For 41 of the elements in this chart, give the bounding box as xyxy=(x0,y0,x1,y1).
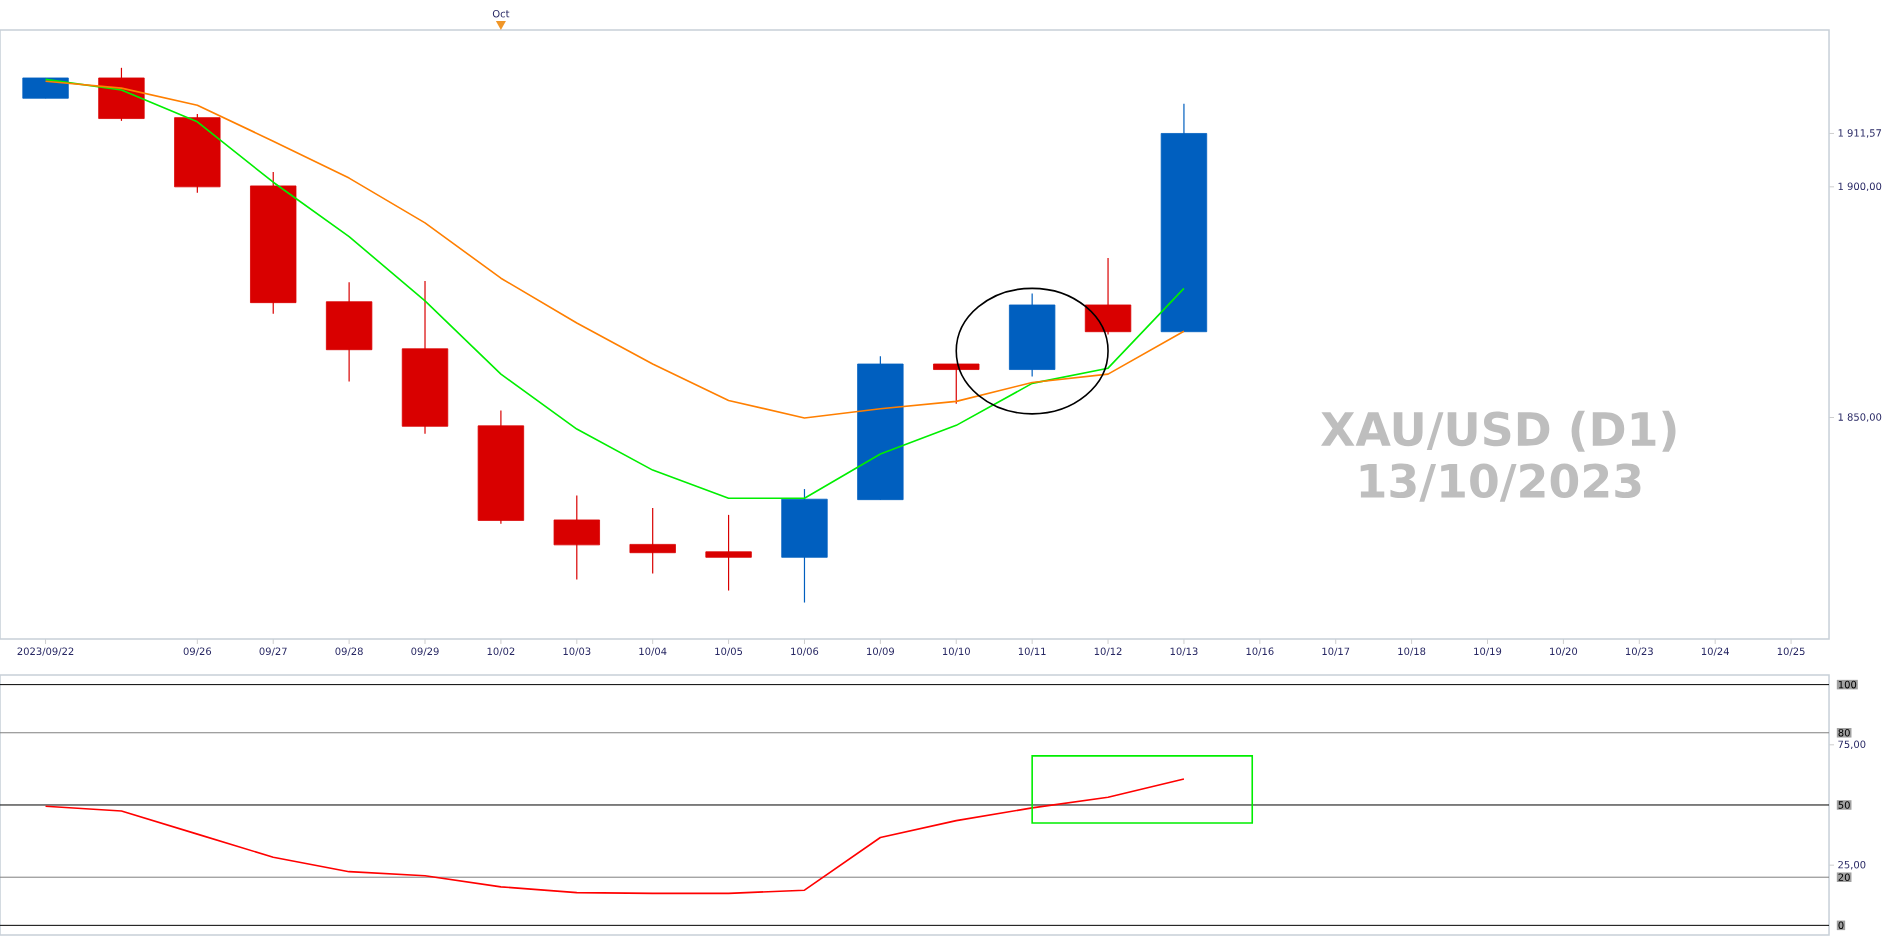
y-tick-label: 75,00 xyxy=(1838,740,1866,750)
ref-line-label: 100 xyxy=(1838,680,1857,689)
ref-line-label: 50 xyxy=(1838,801,1850,809)
x-tick-label: 10/05 xyxy=(715,647,743,656)
x-tick-label: 09/28 xyxy=(335,647,363,656)
x-tick-label: 10/25 xyxy=(1777,647,1805,656)
x-tick-label: 10/20 xyxy=(1550,647,1578,656)
x-tick-label: 09/27 xyxy=(259,647,287,656)
x-tick-label: 2023/09/22 xyxy=(17,647,74,656)
x-tick-label: 10/18 xyxy=(1398,647,1426,656)
line-series xyxy=(44,80,1185,419)
y-tick-label: 25,00 xyxy=(1838,860,1866,870)
x-tick-label: 10/09 xyxy=(867,647,895,656)
x-tick-label: 10/13 xyxy=(1170,647,1198,656)
ref-line-label: 20 xyxy=(1838,873,1850,881)
candlestick xyxy=(705,514,752,592)
x-tick-label: 10/17 xyxy=(1322,647,1350,656)
text: Oct xyxy=(492,9,510,18)
x-tick-label: 10/19 xyxy=(1474,647,1502,656)
x-tick-label: 10/10 xyxy=(943,647,970,656)
ref-line-label: 0 xyxy=(1838,921,1844,930)
x-tick-label: 10/03 xyxy=(563,647,591,656)
text: 13/10/2023 xyxy=(1360,463,1641,502)
x-tick-label: 10/04 xyxy=(639,647,667,656)
x-tick-label: 10/23 xyxy=(1626,647,1653,656)
x-tick-label: 09/29 xyxy=(411,647,439,656)
ref-line-label: 80 xyxy=(1838,728,1850,737)
y-tick-label: 1 911,57 xyxy=(1838,129,1882,138)
x-tick-label: 10/02 xyxy=(487,647,515,656)
text: XAU/USD (D1) xyxy=(1321,410,1676,452)
line-series xyxy=(44,778,1185,895)
line-series xyxy=(44,78,1185,500)
y-tick-label: 1 850,00 xyxy=(1838,413,1882,422)
x-tick-label: 10/11 xyxy=(1018,647,1046,656)
x-tick-label: 10/12 xyxy=(1094,647,1122,656)
y-tick-label: 1 900,00 xyxy=(1838,182,1882,192)
x-tick-label: 10/24 xyxy=(1701,647,1729,656)
x-tick-label: 09/26 xyxy=(183,647,212,656)
candlestick xyxy=(629,507,676,575)
x-tick-label: 10/16 xyxy=(1246,647,1274,656)
x-tick-label: 10/06 xyxy=(791,647,819,656)
